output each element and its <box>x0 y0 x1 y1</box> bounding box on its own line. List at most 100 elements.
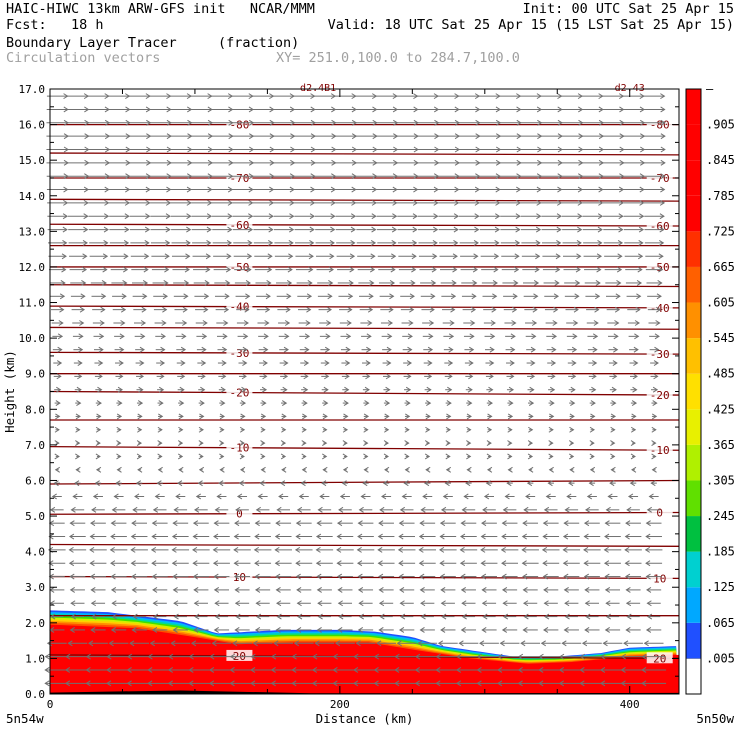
circulation-vector <box>149 133 172 140</box>
terrain <box>50 690 679 694</box>
circulation-vector <box>116 413 123 420</box>
circulation-vector <box>398 253 417 260</box>
circulation-vector <box>610 440 616 447</box>
circulation-vector <box>112 306 127 313</box>
circulation-vector <box>136 440 143 447</box>
circulation-vector <box>417 106 440 113</box>
circulation-vector <box>610 453 616 460</box>
circulation-vector <box>154 493 165 500</box>
circulation-vector <box>212 560 230 567</box>
circulation-vector <box>424 373 433 380</box>
circulation-vector <box>418 226 439 233</box>
circulation-vector <box>499 106 522 113</box>
contour-line <box>49 198 680 202</box>
circulation-vector <box>360 320 373 326</box>
circulation-vector <box>314 159 337 166</box>
circulation-vector <box>626 613 640 620</box>
circulation-vector <box>527 400 535 406</box>
circulation-vector <box>587 333 599 340</box>
circulation-vector <box>294 199 316 206</box>
circulation-vector <box>129 186 151 193</box>
circulation-vector <box>378 573 395 580</box>
circulation-vector <box>91 293 107 300</box>
circulation-vector <box>197 360 207 366</box>
circulation-vector <box>157 466 163 473</box>
circulation-vector <box>211 159 234 166</box>
circulation-vector <box>445 386 453 393</box>
circulation-vector <box>335 213 357 220</box>
circulation-vector <box>49 280 66 286</box>
circulation-vector <box>446 413 452 420</box>
y-tick-label: 9.0 <box>25 368 45 381</box>
circulation-vector <box>651 453 657 460</box>
circulation-vector <box>293 640 314 647</box>
circulation-vector <box>548 453 554 460</box>
circulation-vector <box>540 640 561 647</box>
circulation-vector <box>548 440 554 447</box>
circulation-vector <box>193 600 208 607</box>
circulation-vector <box>466 400 473 406</box>
circulation-vector <box>193 266 211 273</box>
circulation-vector <box>198 453 204 460</box>
circulation-vector <box>338 293 354 300</box>
circulation-vector <box>383 400 391 406</box>
contour-label-bg <box>646 219 673 231</box>
circulation-vector <box>73 346 84 353</box>
circulation-vector <box>543 586 559 593</box>
circulation-vector <box>131 627 147 633</box>
circulation-vector <box>317 613 331 620</box>
circulation-vector <box>480 546 498 553</box>
colorbar-label: .245 <box>706 509 735 523</box>
circulation-vector <box>378 520 394 527</box>
circulation-vector <box>111 506 126 513</box>
circulation-vector <box>460 266 479 273</box>
circulation-vector <box>501 266 520 273</box>
circulation-vector <box>357 520 374 527</box>
circulation-vector <box>607 493 618 500</box>
circulation-vector <box>464 360 474 366</box>
circulation-vector <box>626 506 640 513</box>
circulation-vector <box>252 133 275 140</box>
circulation-vector <box>478 133 502 140</box>
circulation-vector <box>548 386 556 393</box>
circulation-vector <box>92 493 103 500</box>
circulation-vector <box>87 133 111 140</box>
circulation-vector <box>152 613 167 620</box>
circulation-vector <box>218 373 227 380</box>
valid-time: Valid: 18 UTC Sat 25 Apr 15 (15 LST Sat … <box>327 17 734 33</box>
circulation-vector <box>192 520 209 527</box>
circulation-vector <box>541 239 562 246</box>
circulation-vector <box>586 306 600 313</box>
circulation-vector <box>562 533 580 540</box>
circulation-vector <box>461 613 476 620</box>
circulation-vector <box>190 640 211 647</box>
circulation-vector <box>627 306 641 313</box>
circulation-vector <box>542 266 561 273</box>
circulation-vector <box>170 106 193 113</box>
circulation-vector <box>297 613 311 620</box>
circulation-vector <box>171 226 192 233</box>
circulation-vector <box>322 426 328 433</box>
circulation-vector <box>276 613 290 620</box>
circulation-vector <box>401 493 412 500</box>
circulation-vector <box>355 199 377 206</box>
circulation-vector <box>499 199 522 206</box>
contour-label-bg <box>646 444 673 456</box>
circulation-vector <box>497 653 522 660</box>
circulation-vector <box>625 600 641 607</box>
circulation-vector <box>177 480 184 487</box>
circulation-vector <box>233 546 251 553</box>
circulation-vector <box>378 586 394 593</box>
circulation-vector <box>651 426 657 433</box>
circulation-vector <box>569 426 575 433</box>
circulation-vector <box>356 239 377 246</box>
circulation-vector <box>135 346 145 353</box>
circulation-vector <box>152 280 169 286</box>
circulation-vector <box>609 480 616 487</box>
circulation-vector <box>235 613 249 620</box>
circulation-vector <box>334 159 358 166</box>
contour-line <box>49 326 680 330</box>
circulation-vector <box>75 426 81 433</box>
circulation-vector <box>540 146 563 153</box>
circulation-vector <box>336 573 353 580</box>
